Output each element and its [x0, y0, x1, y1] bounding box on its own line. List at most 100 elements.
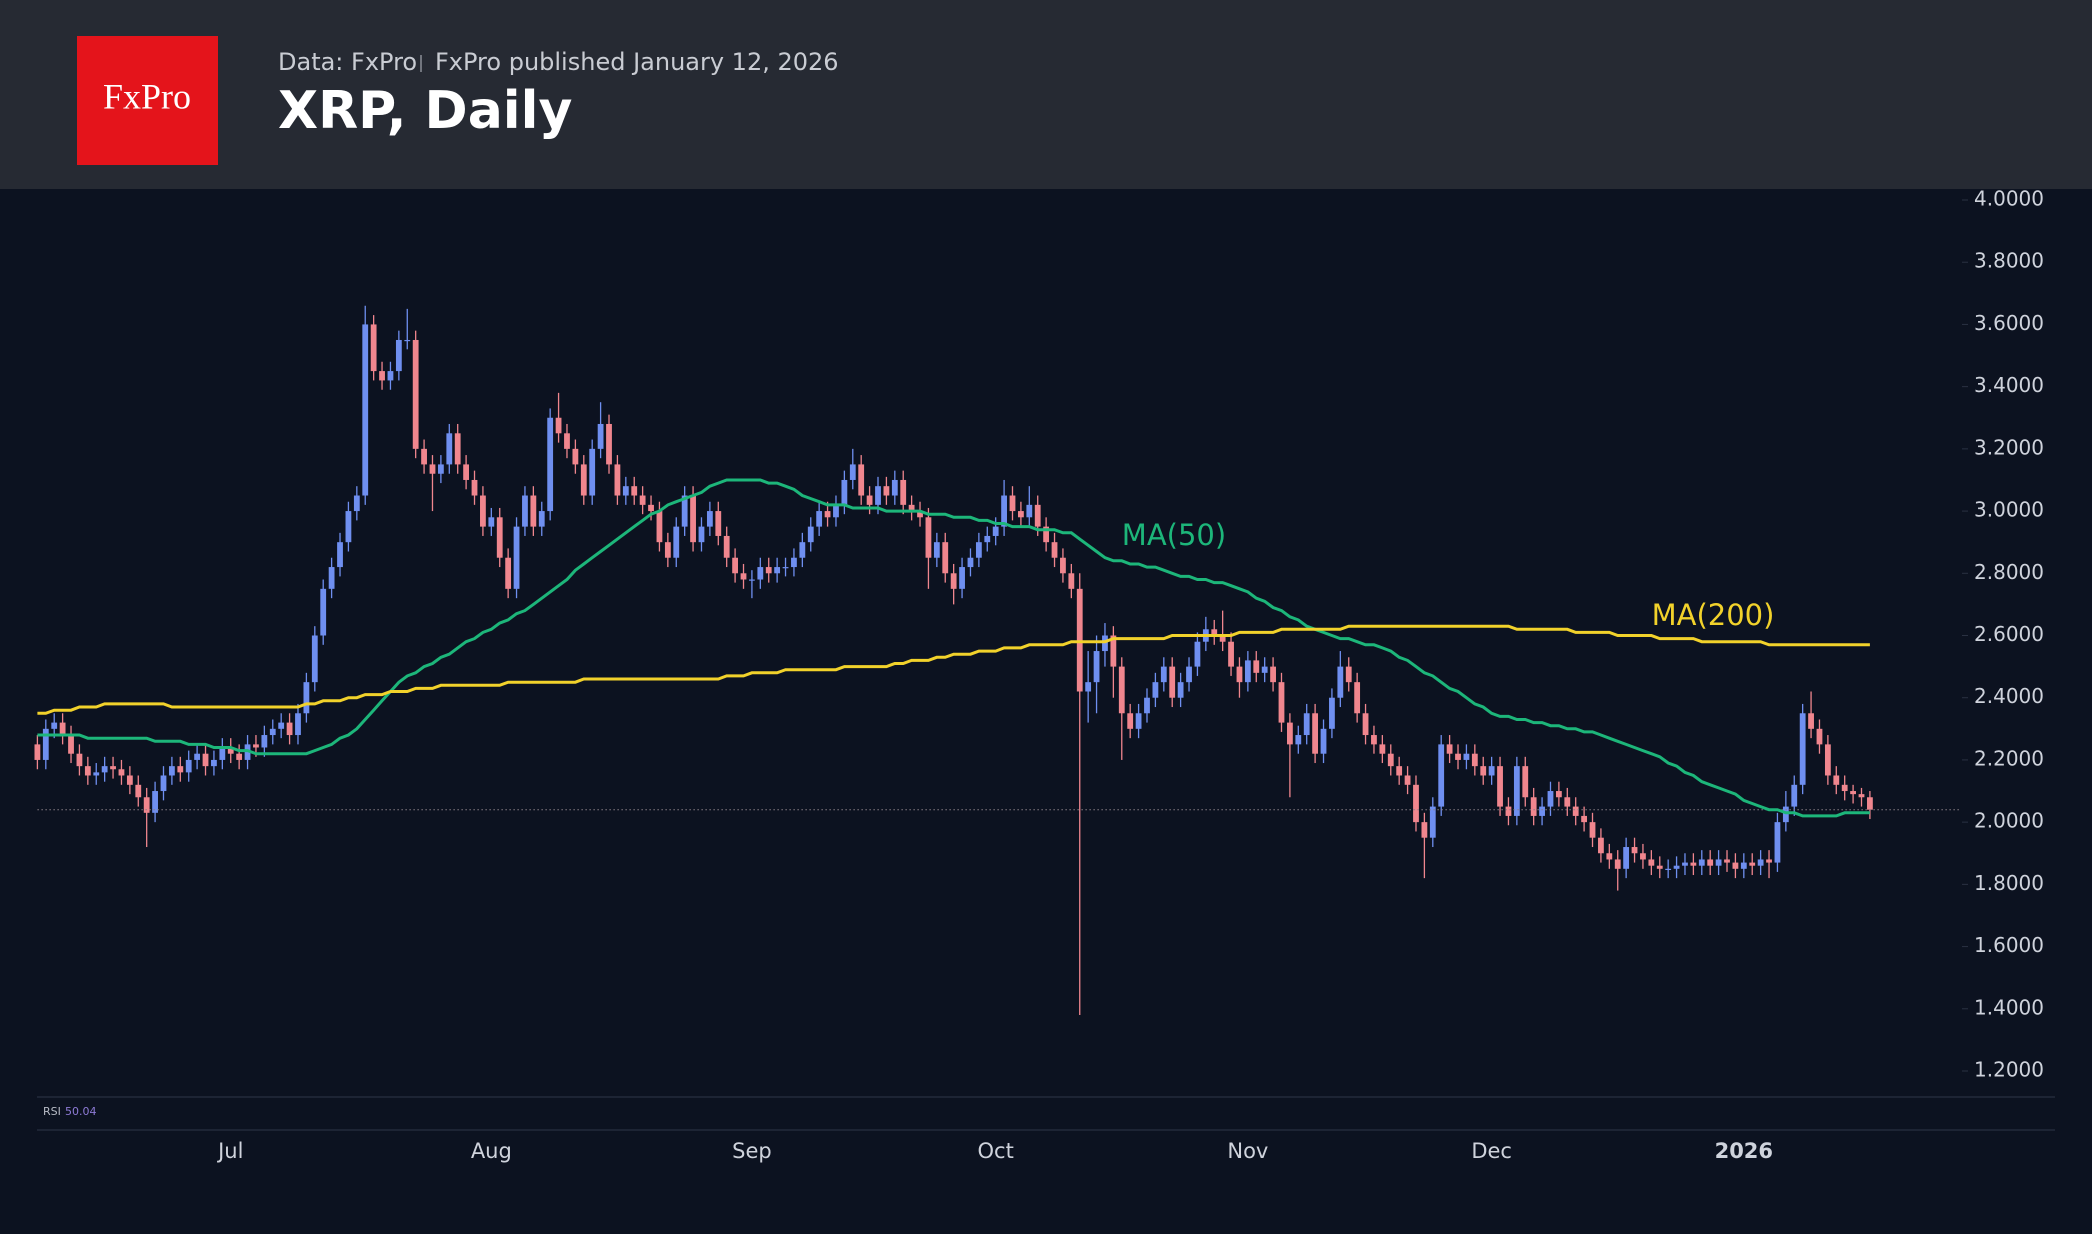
candle-body: [68, 735, 74, 754]
candle-body: [723, 535, 730, 558]
candle-body: [421, 448, 427, 465]
candle-body: [816, 511, 823, 527]
candle-body: [1698, 859, 1705, 866]
x-tick-label: Aug: [471, 1139, 512, 1163]
candle-body: [1160, 666, 1167, 683]
candle-body: [1808, 713, 1814, 729]
candle-body: [900, 479, 907, 505]
candle-body: [1614, 859, 1621, 869]
candle-body: [311, 635, 318, 683]
candle-body: [681, 495, 688, 527]
candle-body: [992, 526, 999, 536]
candle-body: [757, 567, 764, 580]
y-tick-label: 2.8000: [1974, 560, 2044, 584]
candle-body: [320, 588, 327, 636]
candle-body: [337, 542, 343, 568]
candle-body: [1841, 784, 1848, 792]
candle-body: [1833, 775, 1840, 785]
candle-body: [1707, 859, 1714, 866]
candle-body: [1858, 794, 1865, 798]
candle-body: [437, 464, 444, 474]
candle-body: [782, 567, 789, 569]
candle-body: [1867, 797, 1873, 810]
candle-body: [412, 339, 419, 449]
candle-body: [1371, 735, 1377, 745]
candle-body: [1598, 837, 1604, 854]
candle-body: [1757, 859, 1764, 866]
candle-body: [1404, 775, 1411, 785]
candle-body: [858, 464, 865, 496]
candle-body: [1438, 744, 1445, 807]
ma-line: [37, 478, 1870, 818]
candle-body: [93, 772, 100, 776]
candle-body: [555, 417, 562, 434]
logo-text: FxPro: [103, 76, 191, 116]
candle-body: [76, 753, 83, 767]
candle-body: [454, 433, 461, 465]
candle-body: [1009, 495, 1016, 512]
candle-body: [160, 775, 167, 792]
candle-body: [572, 448, 579, 465]
candle-body: [236, 753, 243, 760]
candle-body: [1177, 682, 1184, 698]
candle-body: [824, 511, 831, 518]
y-tick-label: 3.2000: [1974, 435, 2044, 459]
candle-body: [799, 542, 806, 558]
candle-body: [42, 728, 49, 760]
candle-body: [505, 557, 512, 589]
candle-body: [606, 423, 612, 465]
candle-body: [1850, 791, 1856, 795]
x-tick-label: Nov: [1227, 1139, 1268, 1163]
candle-body: [925, 517, 932, 558]
candle-body: [1555, 791, 1562, 798]
candle-body: [1253, 660, 1260, 673]
candle-body: [538, 511, 545, 527]
candle-body: [253, 744, 259, 748]
candle-body: [1118, 666, 1125, 714]
candle-body: [1379, 744, 1386, 754]
candle-body: [875, 486, 881, 505]
candle-body: [1782, 806, 1789, 823]
y-tick-label: 1.8000: [1974, 871, 2044, 895]
candle-body: [1724, 859, 1730, 863]
candle-body: [967, 557, 974, 568]
y-tick-label: 2.2000: [1974, 746, 2044, 770]
candle-body: [1824, 744, 1831, 776]
candle-body: [1337, 666, 1344, 698]
x-tick-label: 2026: [1715, 1139, 1773, 1163]
candle-body: [110, 766, 116, 770]
candle-body: [480, 495, 486, 527]
candle-body: [1034, 504, 1041, 527]
candle-body: [1152, 682, 1159, 698]
candle-body: [690, 495, 696, 543]
candle-body: [1127, 713, 1134, 729]
candle-body: [664, 542, 671, 558]
candle-body: [631, 486, 638, 496]
candle-body: [488, 517, 495, 527]
candle-body: [328, 567, 335, 589]
indicator-value: 50.04: [65, 1105, 97, 1118]
candle-body: [749, 579, 755, 581]
candle-body: [1690, 862, 1697, 866]
candle-body: [1354, 682, 1361, 714]
candle-body: [740, 573, 747, 580]
candle-body: [1749, 862, 1756, 866]
candle-body: [1228, 641, 1234, 667]
candle-body: [706, 511, 713, 527]
candle-body: [1270, 666, 1276, 683]
indicator-name: RSI: [43, 1105, 61, 1118]
candle-body: [975, 542, 982, 558]
x-tick-label: Sep: [732, 1139, 772, 1163]
y-tick-label: 1.4000: [1974, 995, 2044, 1019]
y-tick-label: 3.0000: [1974, 498, 2044, 522]
candle-body: [1656, 865, 1663, 869]
candle-body: [1211, 629, 1218, 636]
candle-body: [1471, 753, 1478, 767]
candle-body: [227, 747, 234, 754]
candle-body: [1715, 859, 1722, 866]
candle-body: [1060, 557, 1066, 574]
candle-body: [126, 775, 133, 785]
candle-body: [1446, 744, 1453, 754]
candle-body: [1236, 666, 1243, 683]
